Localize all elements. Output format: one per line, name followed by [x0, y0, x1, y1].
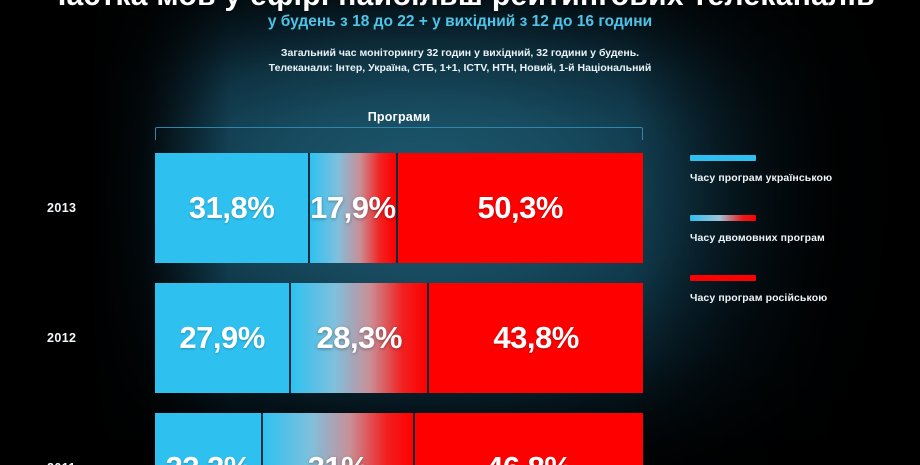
bar-segment: 50,3% — [397, 153, 643, 263]
legend-item: Часу програм російською — [690, 275, 890, 304]
chart-row: 2011 22,2% 31% 46,8% — [0, 403, 920, 465]
bar-segment-value: 31,8% — [188, 189, 275, 225]
row-year-label: 2012 — [47, 331, 77, 345]
bar-segment: 31,8% — [155, 153, 311, 263]
methodology-line-2: Телеканали: Інтер, Україна, СТБ, 1+1, IC… — [268, 61, 652, 74]
legend-item: Часу двомовних програм — [690, 215, 890, 244]
methodology-note: Загальний час моніторингу 32 годин у вих… — [0, 46, 920, 76]
bar-segment-value: 46,8% — [486, 452, 572, 465]
page-title: Частка мов у ефірі найбільш рейтингових … — [0, 0, 920, 11]
legend-item-label: Часу двомовних програм — [690, 232, 825, 244]
row-year-label: 2013 — [47, 201, 77, 215]
bar-segment-value: 31% — [308, 452, 369, 465]
bar-segment-value: 43,8% — [493, 319, 579, 355]
legend-swatch-icon — [690, 215, 756, 221]
legend-item-label: Часу програм російською — [690, 292, 828, 304]
legend-swatch-icon — [690, 155, 756, 161]
bar-segment-value: 27,9% — [179, 319, 265, 355]
bar-segment-value: 22,2% — [165, 452, 251, 465]
bar-segment: 17,9% — [310, 153, 398, 263]
legend-item: Часу програм українською — [690, 155, 890, 184]
chart-group-label: Програми — [367, 110, 431, 124]
bar-segment-value: 17,9% — [310, 189, 396, 225]
credits-line-1: рух «Простір свободи», www.dobrovol.org — [896, 459, 908, 465]
row-year-label: 2011 — [47, 403, 109, 465]
credits-line-2: TEXTY.org.ua — [907, 459, 919, 465]
bar-segment: 43,8% — [429, 283, 643, 393]
chart-row: 2012 27,9% 28,3% 43,8% — [0, 273, 920, 403]
bar-segment: 28,3% — [291, 283, 430, 393]
legend-swatch-icon — [690, 275, 756, 281]
chart-group-bracket — [155, 127, 643, 140]
bar-segment: 22,2% — [155, 413, 264, 465]
methodology-line-1: Загальний час моніторингу 32 годин у вих… — [280, 47, 640, 59]
bar-segment: 46,8% — [414, 413, 643, 465]
background-top-shade — [0, 0, 920, 120]
header-block: Частка мов у ефірі найбільш рейтингових … — [0, 0, 920, 74]
legend-item-label: Часу програм українською — [690, 172, 833, 184]
bar-segment-value: 50,3% — [477, 189, 564, 225]
row-bar-track: 22,2% 31% 46,8% — [155, 413, 643, 465]
bar-segment: 27,9% — [155, 283, 292, 393]
row-bar-track: 27,9% 28,3% 43,8% — [155, 283, 643, 393]
bar-segment-value: 28,3% — [316, 319, 402, 355]
stacked-bar-chart: 201331,8%17,9%50,3%201227,9%28,3%43,8%20… — [0, 143, 920, 465]
row-bar-track: 31,8% 17,9% 50,3% — [155, 153, 643, 263]
chart-row: 2013 31,8% 17,9% 50,3% — [0, 143, 920, 273]
bar-segment: 31% — [263, 413, 415, 465]
credits-block: рух «Простір свободи», www.dobrovol.org … — [896, 459, 919, 465]
chart-legend: Часу програм українською Часу двомовних п… — [690, 155, 890, 335]
page-subtitle: у будень з 18 до 22 + у вихідний з 12 до… — [267, 13, 653, 30]
